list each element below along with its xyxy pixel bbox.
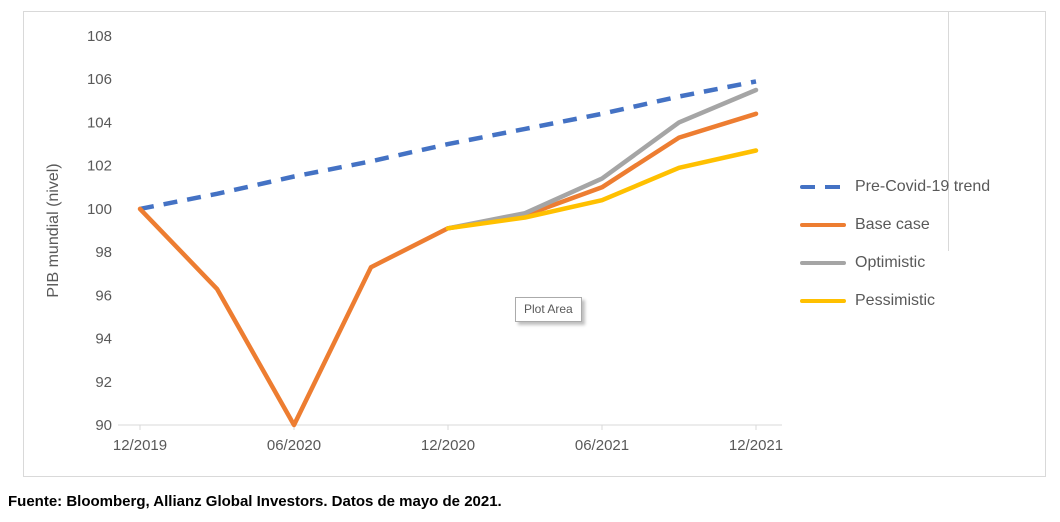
x-tick-label[interactable]: 12/2021 <box>729 437 783 454</box>
series-line-pre-covid-19-trend[interactable] <box>139 79 757 212</box>
legend-swatch-yellow <box>800 298 846 304</box>
y-tick-label[interactable]: 90 <box>95 417 112 434</box>
plot-area-tooltip-label: Plot Area <box>524 302 573 316</box>
y-tick-label[interactable]: 104 <box>87 114 112 131</box>
legend-label: Pre-Covid-19 trend <box>855 178 991 195</box>
series-line-optimistic[interactable] <box>445 87 759 231</box>
y-tick-label[interactable]: 102 <box>87 158 112 175</box>
y-tick-label[interactable]: 94 <box>95 331 112 348</box>
y-tick-label[interactable]: 98 <box>95 244 112 261</box>
series-line-pessimistic[interactable] <box>445 148 759 231</box>
plot-area-tooltip: Plot Area <box>515 297 582 322</box>
legend: Pre-Covid-19 trend Base case Optimistic … <box>800 175 990 313</box>
legend-swatch-dashed-blue <box>800 184 846 190</box>
y-tick-label[interactable]: 106 <box>87 71 112 88</box>
x-tick-label[interactable]: 06/2021 <box>575 437 629 454</box>
series-line-base-case[interactable] <box>137 111 759 428</box>
legend-label: Base case <box>855 216 930 233</box>
chart-area[interactable] <box>23 11 1046 477</box>
legend-item-pre-covid-trend[interactable]: Pre-Covid-19 trend <box>800 175 990 199</box>
legend-label: Optimistic <box>855 254 926 271</box>
legend-item-optimistic[interactable]: Optimistic <box>800 251 990 275</box>
legend-item-pessimistic[interactable]: Pessimistic <box>800 289 990 313</box>
legend-swatch-orange <box>800 222 846 228</box>
y-tick-label[interactable]: 108 <box>87 28 112 45</box>
y-tick-label[interactable]: 92 <box>95 374 112 391</box>
y-tick-label[interactable]: 100 <box>87 201 112 218</box>
legend-swatch-gray <box>800 260 846 266</box>
y-tick-label[interactable]: 96 <box>95 287 112 304</box>
legend-label: Pessimistic <box>855 292 936 309</box>
y-axis-title[interactable]: PIB mundial (nivel) <box>45 163 62 297</box>
x-tick-label[interactable]: 12/2019 <box>113 437 167 454</box>
x-tick-label[interactable]: 06/2020 <box>267 437 321 454</box>
source-note: Fuente: Bloomberg, Allianz Global Invest… <box>8 493 502 510</box>
x-tick-label[interactable]: 12/2020 <box>421 437 475 454</box>
legend-item-base-case[interactable]: Base case <box>800 213 990 237</box>
worksheet-gridline <box>948 11 949 251</box>
